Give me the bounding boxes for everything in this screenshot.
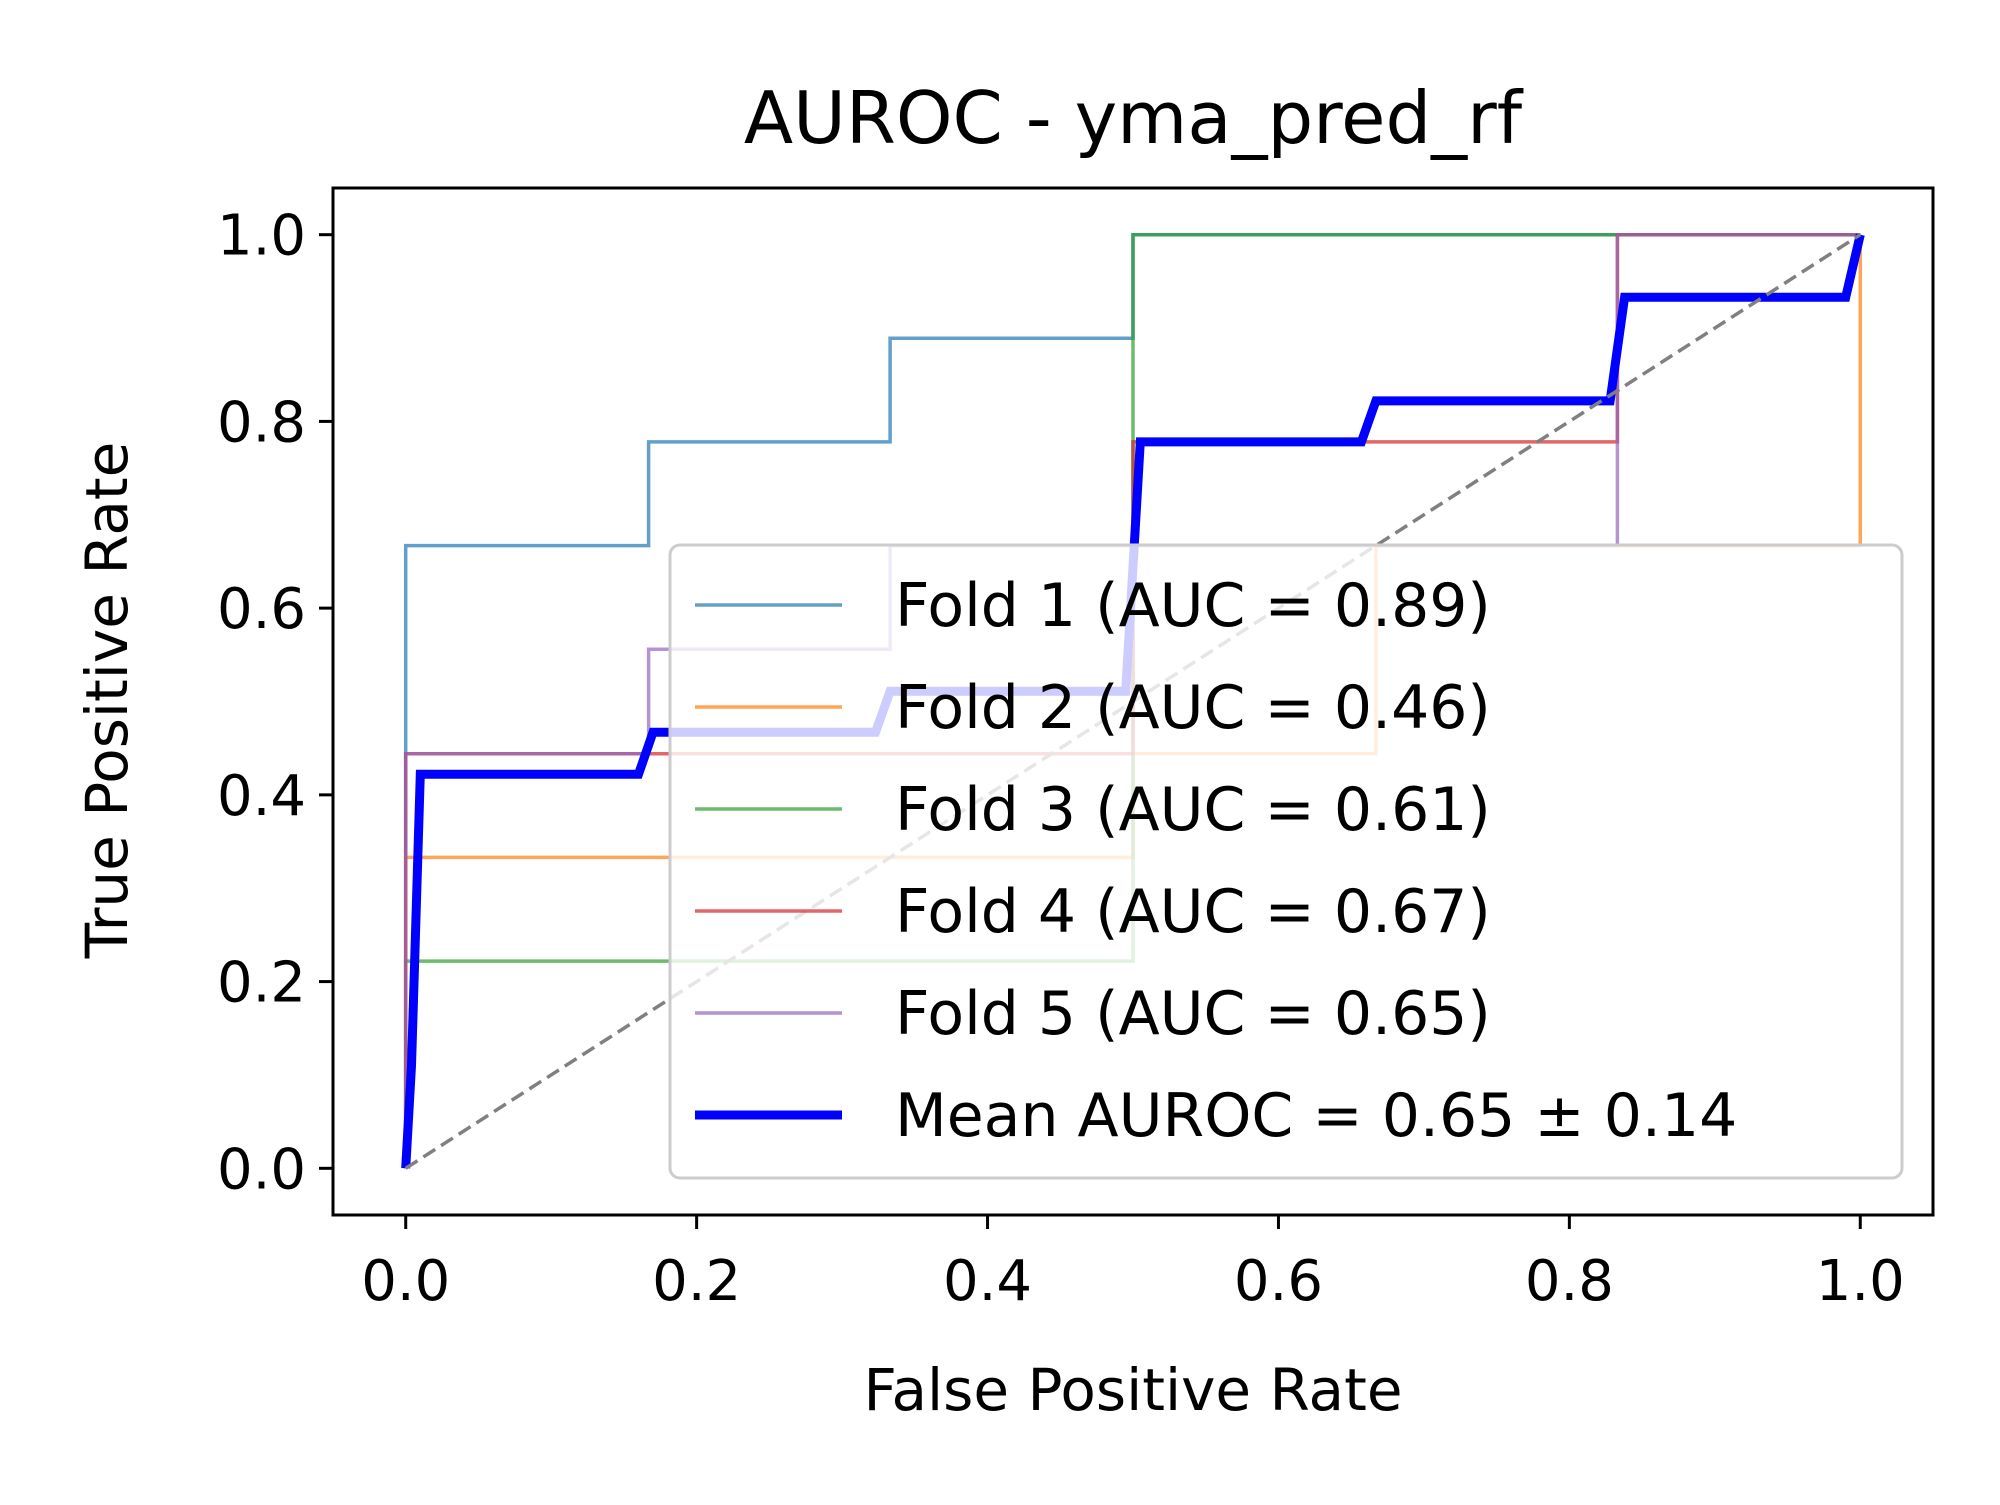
x-tick-label: 0.8 [1525,1249,1614,1314]
y-tick-label: 0.6 [217,577,306,642]
legend-label: Fold 3 (AUC = 0.61) [895,775,1491,845]
x-tick-label: 0.4 [943,1249,1032,1314]
x-tick-label: 0.2 [652,1249,741,1314]
legend-label: Mean AUROC = 0.65 ± 0.14 [895,1081,1737,1151]
legend: Fold 1 (AUC = 0.89) Fold 2 (AUC = 0.46) Fo… [668,543,1904,1180]
y-tick-label: 0.0 [217,1137,306,1202]
y-tick-label: 0.2 [217,951,306,1016]
legend-label: Fold 1 (AUC = 0.89) [895,571,1491,641]
x-tick-label: 1.0 [1816,1249,1905,1314]
y-axis: 0.0 0.2 0.4 0.6 0.8 1.0 [217,204,333,1202]
legend-label: Fold 5 (AUC = 0.65) [895,979,1491,1049]
legend-label: Fold 2 (AUC = 0.46) [895,673,1491,743]
legend-box [668,543,1904,1180]
x-tick-label: 0.0 [361,1249,450,1314]
chart-title: AUROC - yma_pred_rf [744,76,1524,160]
x-axis: 0.0 0.2 0.4 0.6 0.8 1.0 [361,1215,1905,1314]
y-tick-label: 0.8 [217,390,306,455]
legend-label: Fold 4 (AUC = 0.67) [895,877,1491,947]
x-axis-label: False Positive Rate [863,1356,1402,1424]
x-tick-label: 0.6 [1234,1249,1323,1314]
y-axis-label: True Positive Rate [73,442,141,960]
y-tick-label: 0.4 [217,764,306,829]
plot-frame [331,186,1935,1217]
y-tick-label: 1.0 [217,204,306,269]
